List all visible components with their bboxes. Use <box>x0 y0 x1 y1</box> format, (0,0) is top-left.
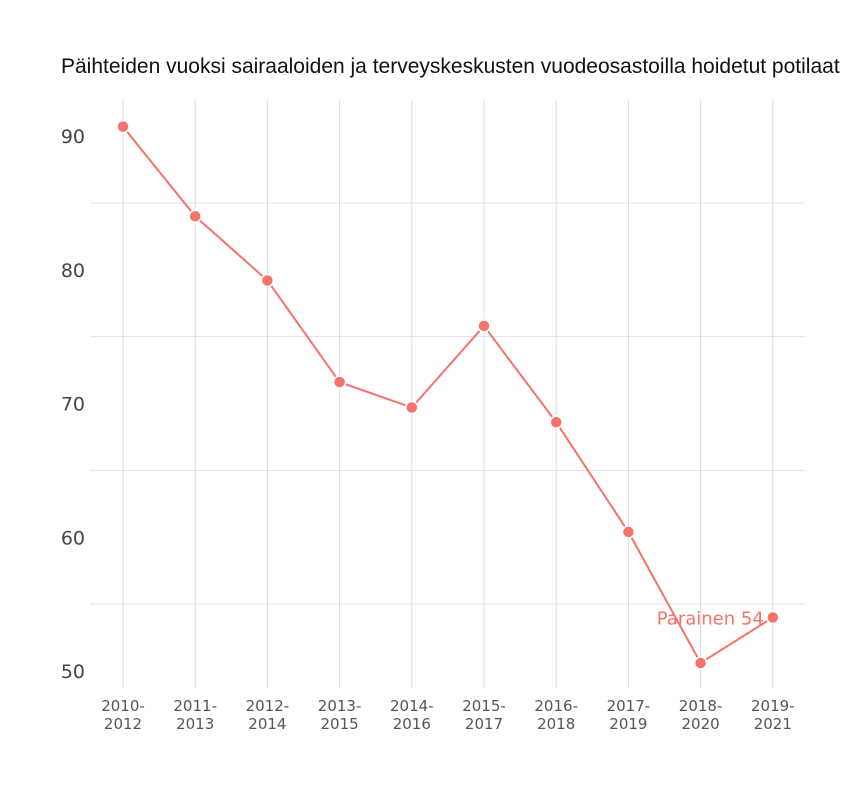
data-point[interactable] <box>116 119 130 134</box>
data-point[interactable] <box>549 415 563 429</box>
x-tick-label: 2010-2012 <box>101 697 145 733</box>
x-tick-label: 2014-2016 <box>390 697 434 733</box>
data-point[interactable] <box>188 209 202 223</box>
x-tick-label: 2013-2015 <box>318 697 362 733</box>
data-point[interactable] <box>693 656 708 670</box>
data-point[interactable] <box>621 525 636 539</box>
series-end-label: Parainen 54 <box>657 609 764 630</box>
y-tick-label: 70 <box>61 394 85 416</box>
data-point[interactable] <box>477 319 491 333</box>
chart-title: Päihteiden vuoksi sairaaloiden ja tervey… <box>61 55 840 78</box>
data-point[interactable] <box>260 273 275 288</box>
data-point[interactable] <box>405 400 419 415</box>
y-tick-label: 50 <box>61 661 85 683</box>
data-point[interactable] <box>766 610 780 625</box>
y-tick-label: 60 <box>61 527 85 549</box>
data-point[interactable] <box>332 375 347 389</box>
y-axis: 50 60 70 80 90 <box>61 126 85 683</box>
x-tick-label: 2015-2017 <box>462 697 506 733</box>
y-tick-label: 80 <box>61 260 85 282</box>
x-tick-label: 2016-2018 <box>534 697 578 733</box>
grid-lines <box>90 100 805 688</box>
x-tick-label: 2017-2019 <box>607 697 651 733</box>
y-tick-label: 90 <box>61 126 85 148</box>
end-label: Parainen 54 <box>657 609 764 630</box>
x-tick-label: 2011-2013 <box>173 697 217 733</box>
x-tick-label: 2012-2014 <box>246 697 290 733</box>
series-parainen <box>116 119 780 670</box>
x-axis: 2010-2012 2011-2013 2012-2014 2013-2015 2014… <box>101 697 794 733</box>
x-tick-label: 2019-2021 <box>751 697 795 733</box>
x-tick-label: 2018-2020 <box>679 697 723 733</box>
